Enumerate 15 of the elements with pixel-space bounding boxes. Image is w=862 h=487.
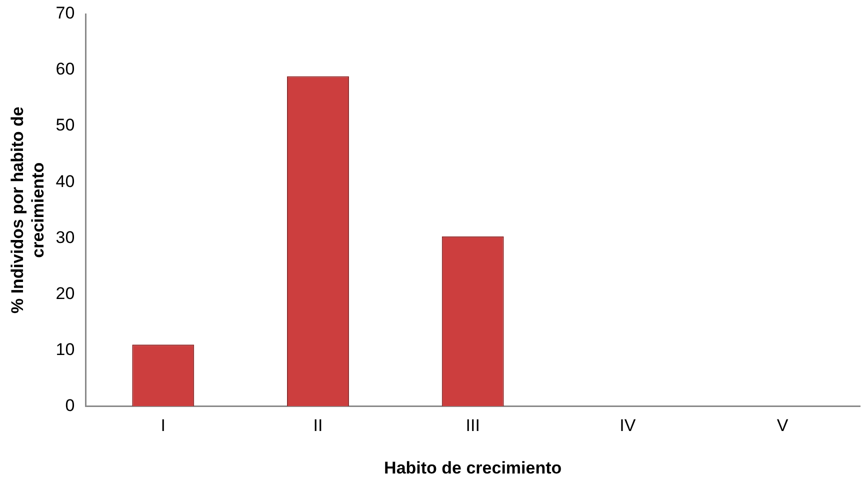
x-tick-label: II	[313, 416, 323, 436]
x-tick-label: I	[160, 416, 166, 436]
y-tick-label: 40	[56, 172, 75, 191]
y-tick-label: 0	[65, 396, 75, 415]
y-tick-label: 50	[56, 116, 75, 135]
y-tick-label: 30	[56, 228, 75, 247]
x-tick-label: IV	[620, 416, 636, 436]
y-tick-label: 20	[56, 284, 75, 303]
x-axis-title: Habito de crecimiento	[384, 458, 562, 478]
y-axis-title: % Individos por habito de crecimiento	[8, 106, 48, 314]
y-tick-label: 70	[56, 4, 75, 23]
x-tick-label: III	[466, 416, 480, 436]
y-tick-label: 10	[56, 340, 75, 359]
y-tick-label: 60	[56, 60, 75, 79]
x-tick-label: V	[776, 416, 789, 436]
